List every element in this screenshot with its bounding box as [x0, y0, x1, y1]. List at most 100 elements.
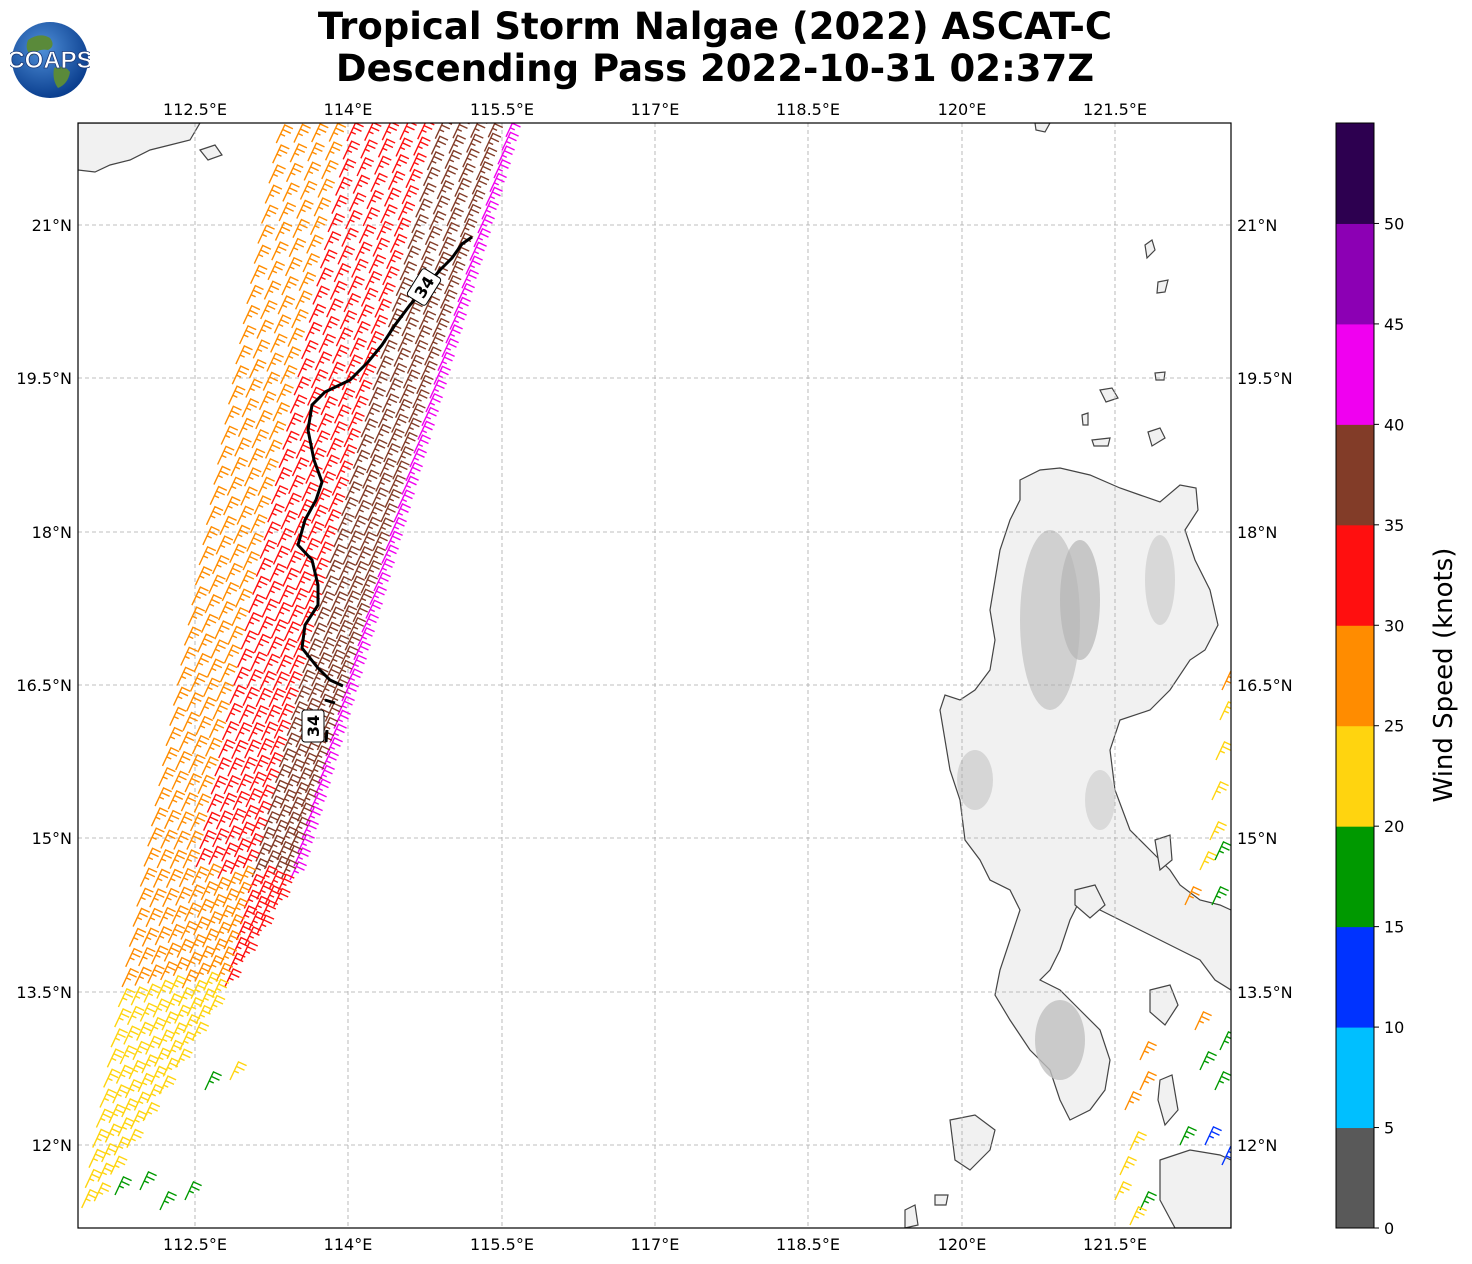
wind-barb — [158, 766, 176, 787]
colorbar-tick-label: 50 — [1384, 214, 1404, 233]
wind-barb — [333, 262, 352, 283]
colorbar-segment — [1336, 524, 1374, 626]
wind-barb — [473, 227, 491, 248]
wind-barb — [1194, 1010, 1212, 1031]
wind-barb — [88, 1148, 106, 1168]
wind-barb — [317, 590, 336, 611]
wind-barb — [237, 417, 256, 437]
wind-barb — [272, 144, 290, 164]
wind-barb — [308, 303, 327, 323]
wind-barb — [262, 371, 281, 391]
wind-barb — [1139, 1190, 1157, 1211]
wind-barb — [1214, 840, 1231, 861]
wind-barb — [391, 154, 410, 174]
wind-barb — [124, 1078, 143, 1099]
wind-barb — [240, 630, 259, 650]
wind-barb — [355, 546, 374, 566]
wind-barb — [218, 904, 237, 925]
wind-barb — [229, 543, 247, 563]
wind-barb — [161, 1011, 180, 1031]
wind-barb — [428, 331, 446, 352]
wind-barb — [236, 773, 254, 793]
wind-barb — [296, 767, 314, 787]
wind-barb — [231, 739, 249, 759]
wind-barb — [356, 588, 375, 608]
wind-barb — [188, 753, 206, 774]
wind-barb — [485, 186, 503, 206]
wind-barb — [110, 1028, 129, 1048]
wind-barb — [385, 530, 403, 550]
lat-tick-left: 18°N — [32, 523, 72, 542]
wind-barb — [282, 732, 301, 752]
wind-barb — [389, 362, 408, 383]
wind-barb — [410, 339, 429, 360]
wind-barb — [342, 545, 361, 565]
logo-text: COAPS — [10, 47, 90, 74]
wind-barb — [1139, 1040, 1157, 1061]
wind-barb — [303, 161, 322, 181]
wind-barb — [396, 445, 414, 466]
wind-barb — [269, 735, 288, 755]
wind-barb — [312, 745, 331, 765]
lat-tick-right: 13.5°N — [1237, 983, 1293, 1002]
wind-barb — [234, 437, 252, 457]
colorbar-tick-label: 15 — [1384, 918, 1404, 937]
wind-barb — [357, 626, 375, 647]
wind-barb — [399, 123, 417, 140]
wind-barb — [146, 1083, 164, 1104]
wind-barb — [393, 503, 411, 523]
wind-barb — [1129, 1205, 1147, 1226]
wind-barb — [275, 124, 294, 144]
wind-barb — [453, 296, 471, 316]
wind-barb — [265, 751, 284, 772]
wind-barb — [343, 427, 362, 448]
wind-barb — [268, 420, 287, 440]
wind-barb — [360, 418, 379, 438]
wind-barb — [210, 775, 229, 795]
wind-barb — [136, 1021, 154, 1041]
wind-barb — [376, 220, 394, 241]
wind-barb — [449, 310, 467, 330]
wind-barb — [141, 927, 160, 947]
wind-barb — [340, 645, 359, 665]
wind-barb — [287, 758, 306, 778]
wind-barb — [195, 715, 214, 736]
wind-barb — [364, 559, 383, 580]
wind-barb — [275, 804, 294, 824]
wind-barb — [1114, 1180, 1132, 1201]
wind-barb — [231, 365, 250, 385]
wind-barb — [316, 413, 335, 433]
wind-barb — [152, 998, 171, 1018]
wind-barb — [160, 829, 178, 849]
wind-barb — [232, 790, 251, 811]
wind-barb — [367, 501, 385, 522]
wind-barb — [163, 809, 182, 830]
wind-barb — [229, 684, 247, 704]
wind-barb — [352, 174, 371, 194]
lon-ticks-top: 112.5°E 114°E 115.5°E 117°E 118.5°E 120°… — [163, 100, 1147, 119]
wind-barb — [177, 986, 196, 1007]
wind-barb — [263, 280, 282, 300]
lon-tick-bottom: 120°E — [938, 1235, 987, 1254]
wind-barb — [316, 267, 334, 287]
wind-barb — [193, 916, 211, 936]
wind-barb — [350, 514, 368, 535]
wind-barb — [162, 887, 180, 908]
colorbar-tick-label: 5 — [1384, 1119, 1394, 1138]
wind-barb — [389, 233, 408, 253]
lon-tick-top: 121.5°E — [1083, 100, 1147, 119]
wind-barb — [462, 148, 480, 168]
wind-barb — [274, 466, 293, 487]
wind-barb — [246, 832, 265, 853]
wind-barb — [397, 489, 415, 509]
wind-barb — [283, 621, 302, 641]
wind-barb — [311, 123, 329, 143]
wind-barb — [238, 324, 257, 345]
wind-barb — [264, 439, 283, 459]
wind-barb — [428, 210, 447, 230]
wind-barb — [387, 170, 406, 190]
wind-barb — [329, 280, 348, 300]
wind-barb — [161, 746, 180, 767]
wind-barb — [284, 844, 303, 865]
wind-barb — [402, 369, 421, 389]
